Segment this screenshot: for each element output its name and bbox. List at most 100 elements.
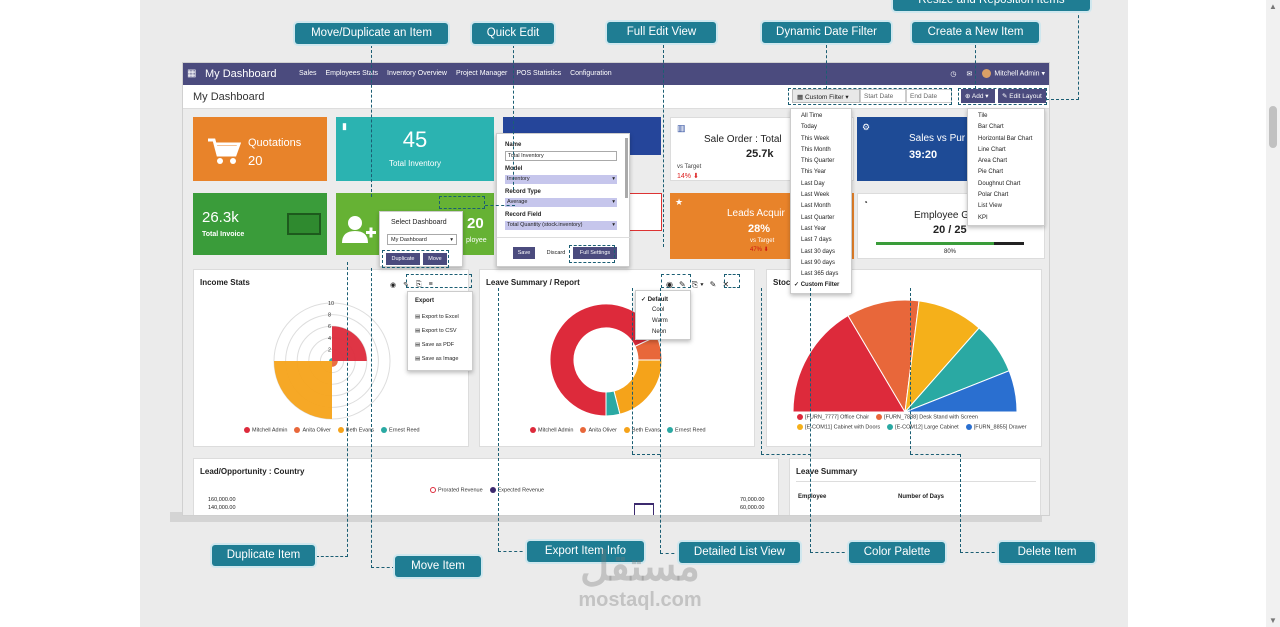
date-filter-option[interactable]: This Month (801, 146, 831, 153)
legend-item[interactable]: Mitchell Admin (244, 427, 287, 433)
export-icon[interactable]: ⎘ ▾ (691, 280, 704, 289)
popup-scrollbar[interactable] (625, 138, 628, 198)
dashboard-select[interactable]: My Dashboard ▾ (387, 234, 457, 245)
page-scrollbar[interactable]: ▲ ▼ (1266, 0, 1280, 627)
legend-item[interactable]: [FURN_7888] Desk Stand with Screen (876, 414, 978, 420)
legend-item[interactable]: [E-COM12] Large Cabinet (887, 424, 959, 431)
scroll-down-icon[interactable]: ▼ (1269, 616, 1277, 625)
menu-item[interactable]: POS Statistics (516, 70, 562, 77)
menu-item[interactable]: Configuration (570, 70, 612, 77)
start-date-input[interactable]: Start Date (860, 89, 906, 103)
chat-icon[interactable]: ✉ (966, 70, 973, 78)
legend-item[interactable]: Anita Oliver (294, 427, 331, 433)
add-item-option[interactable]: Polar Chart (978, 192, 1009, 199)
date-filter-button[interactable]: ▦ Custom Filter ▾ (792, 89, 860, 103)
list-icon[interactable]: ≡ (428, 281, 433, 288)
scrollbar-thumb[interactable] (1269, 106, 1277, 148)
tile-inventory[interactable]: ▮ 45 Total Inventory (336, 117, 494, 181)
tile-label: Total Inventory (388, 159, 442, 168)
tile-invoice[interactable]: 26.3k Total Invoice (193, 193, 327, 255)
add-item-option[interactable]: Doughnut Chart (978, 180, 1021, 187)
add-item-option[interactable]: Pie Chart (978, 169, 1004, 176)
add-item-option[interactable]: Area Chart (978, 158, 1008, 165)
add-item-option[interactable]: Horizontal Bar Chart (978, 135, 1033, 142)
date-filter-option[interactable]: This Week (801, 135, 830, 142)
card-stock[interactable]: Stoc [FURN_7777] Office Chair [FURN_7888… (766, 269, 1042, 447)
date-filter-option[interactable]: Last Day (801, 180, 825, 187)
date-filter-option[interactable]: This Year (801, 169, 827, 176)
add-item-button[interactable]: ⊕ Add ▾ (961, 89, 995, 103)
card-leave-report[interactable]: Leave Summary / Report Mitchell Admin An… (479, 269, 755, 447)
export-icon[interactable]: ⎘ (415, 281, 422, 288)
scroll-up-icon[interactable]: ▲ (1269, 2, 1277, 11)
name-input[interactable]: Total Inventory (505, 151, 617, 161)
record-field-select[interactable]: Total Quantity (stock.inventory) ▾ (505, 221, 617, 230)
save-button[interactable]: Save (513, 247, 535, 259)
date-filter-option[interactable]: Last 90 days (801, 259, 836, 266)
add-item-option[interactable]: List View (978, 203, 1002, 210)
legend-item[interactable]: Anita Oliver (580, 427, 617, 433)
export-csv[interactable]: ▤ Export to CSV (415, 328, 457, 334)
palette-icon[interactable]: ◉ (666, 280, 673, 289)
legend-item[interactable]: [FURN_7777] Office Chair (797, 414, 869, 420)
add-item-option[interactable]: Tile (978, 113, 988, 119)
legend-item[interactable]: Beth Evans (337, 427, 374, 433)
pencil-icon[interactable]: ✎ (678, 280, 686, 289)
date-filter-option[interactable]: Last 365 days (801, 271, 839, 278)
legend-item[interactable]: [E-COM11] Cabinet with Doors (797, 424, 880, 431)
add-item-option[interactable]: KPI (978, 214, 988, 221)
column-header[interactable]: Employee (798, 494, 827, 500)
clock-icon[interactable]: ◷ (950, 70, 957, 78)
date-filter-option[interactable]: Today (801, 124, 818, 131)
date-filter-option[interactable]: Last Month (801, 203, 831, 210)
date-filter-option[interactable]: Last Year (801, 225, 827, 232)
legend-item[interactable]: [FURN_8855] Drawer (965, 424, 1027, 431)
apps-grid-icon[interactable]: ▦ (187, 68, 197, 79)
add-item-option[interactable]: Line Chart (978, 146, 1006, 153)
menu-item[interactable]: Inventory Overview (387, 70, 447, 77)
duplicate-button[interactable]: Duplicate (386, 253, 420, 265)
export-pdf[interactable]: ▤ Save as PDF (415, 342, 455, 348)
card-leave-summary[interactable]: Leave Summary Employee Number of Days (789, 458, 1041, 515)
palette-option[interactable]: Warm (652, 318, 668, 324)
card-lead-country[interactable]: Lead/Opportunity : Country Prorated Reve… (193, 458, 779, 515)
export-image[interactable]: ▤ Save as Image (415, 356, 459, 362)
palette-option[interactable]: Neon (652, 329, 667, 335)
menu-item[interactable]: Employees Stats (325, 70, 379, 77)
legend-item[interactable]: Mitchell Admin (530, 427, 573, 433)
close-icon[interactable]: ✕ (722, 280, 730, 289)
legend-item[interactable]: Prorated Revenue (430, 487, 483, 493)
doughnut-slice (613, 359, 663, 415)
add-item-option[interactable]: Bar Chart (978, 124, 1004, 131)
edit-layout-button[interactable]: ✎ Edit Layout (998, 89, 1046, 103)
menu-item[interactable]: Project Manager (455, 70, 508, 77)
legend-item[interactable]: Ernest Reed (381, 427, 420, 433)
palette-option[interactable]: Cool (652, 307, 665, 313)
export-excel[interactable]: ▤ Export to Excel (415, 314, 459, 320)
move-button[interactable]: Move (423, 253, 447, 265)
legend-item[interactable]: Ernest Reed (667, 427, 706, 433)
date-filter-option[interactable]: All Time (801, 113, 823, 119)
palette-option[interactable]: ✓ Default (641, 297, 669, 303)
model-select[interactable]: Inventory ▾ (505, 175, 617, 184)
column-header[interactable]: Number of Days (898, 494, 945, 500)
date-filter-option[interactable]: Last 7 days (801, 237, 832, 244)
date-filter-option[interactable]: Last 30 days (801, 248, 836, 255)
tile-quotations[interactable]: Quotations 20 (193, 117, 327, 181)
connector-line (810, 552, 850, 553)
legend-item[interactable]: Expected Revenue (489, 487, 544, 493)
pencil-icon[interactable]: ✎ (709, 280, 717, 289)
date-filter-option[interactable]: Last Quarter (801, 214, 835, 221)
full-settings-button[interactable]: Full Settings (573, 247, 617, 259)
menu-item[interactable]: Sales (299, 70, 317, 77)
date-filter-option[interactable]: This Quarter (801, 158, 835, 165)
discard-button[interactable]: Discard (546, 250, 566, 256)
record-type-select[interactable]: Average ▾ (505, 198, 617, 207)
user-menu[interactable]: Mitchell Admin ▾ (982, 69, 1045, 78)
legend-item[interactable]: Beth Evans (623, 427, 660, 433)
date-filter-option[interactable]: ✓ Custom Filter (794, 282, 840, 289)
app-title[interactable]: My Dashboard (205, 68, 277, 80)
date-filter-option[interactable]: Last Week (801, 192, 830, 199)
palette-icon[interactable]: ◉ (390, 282, 397, 289)
polar-segment (329, 358, 332, 361)
